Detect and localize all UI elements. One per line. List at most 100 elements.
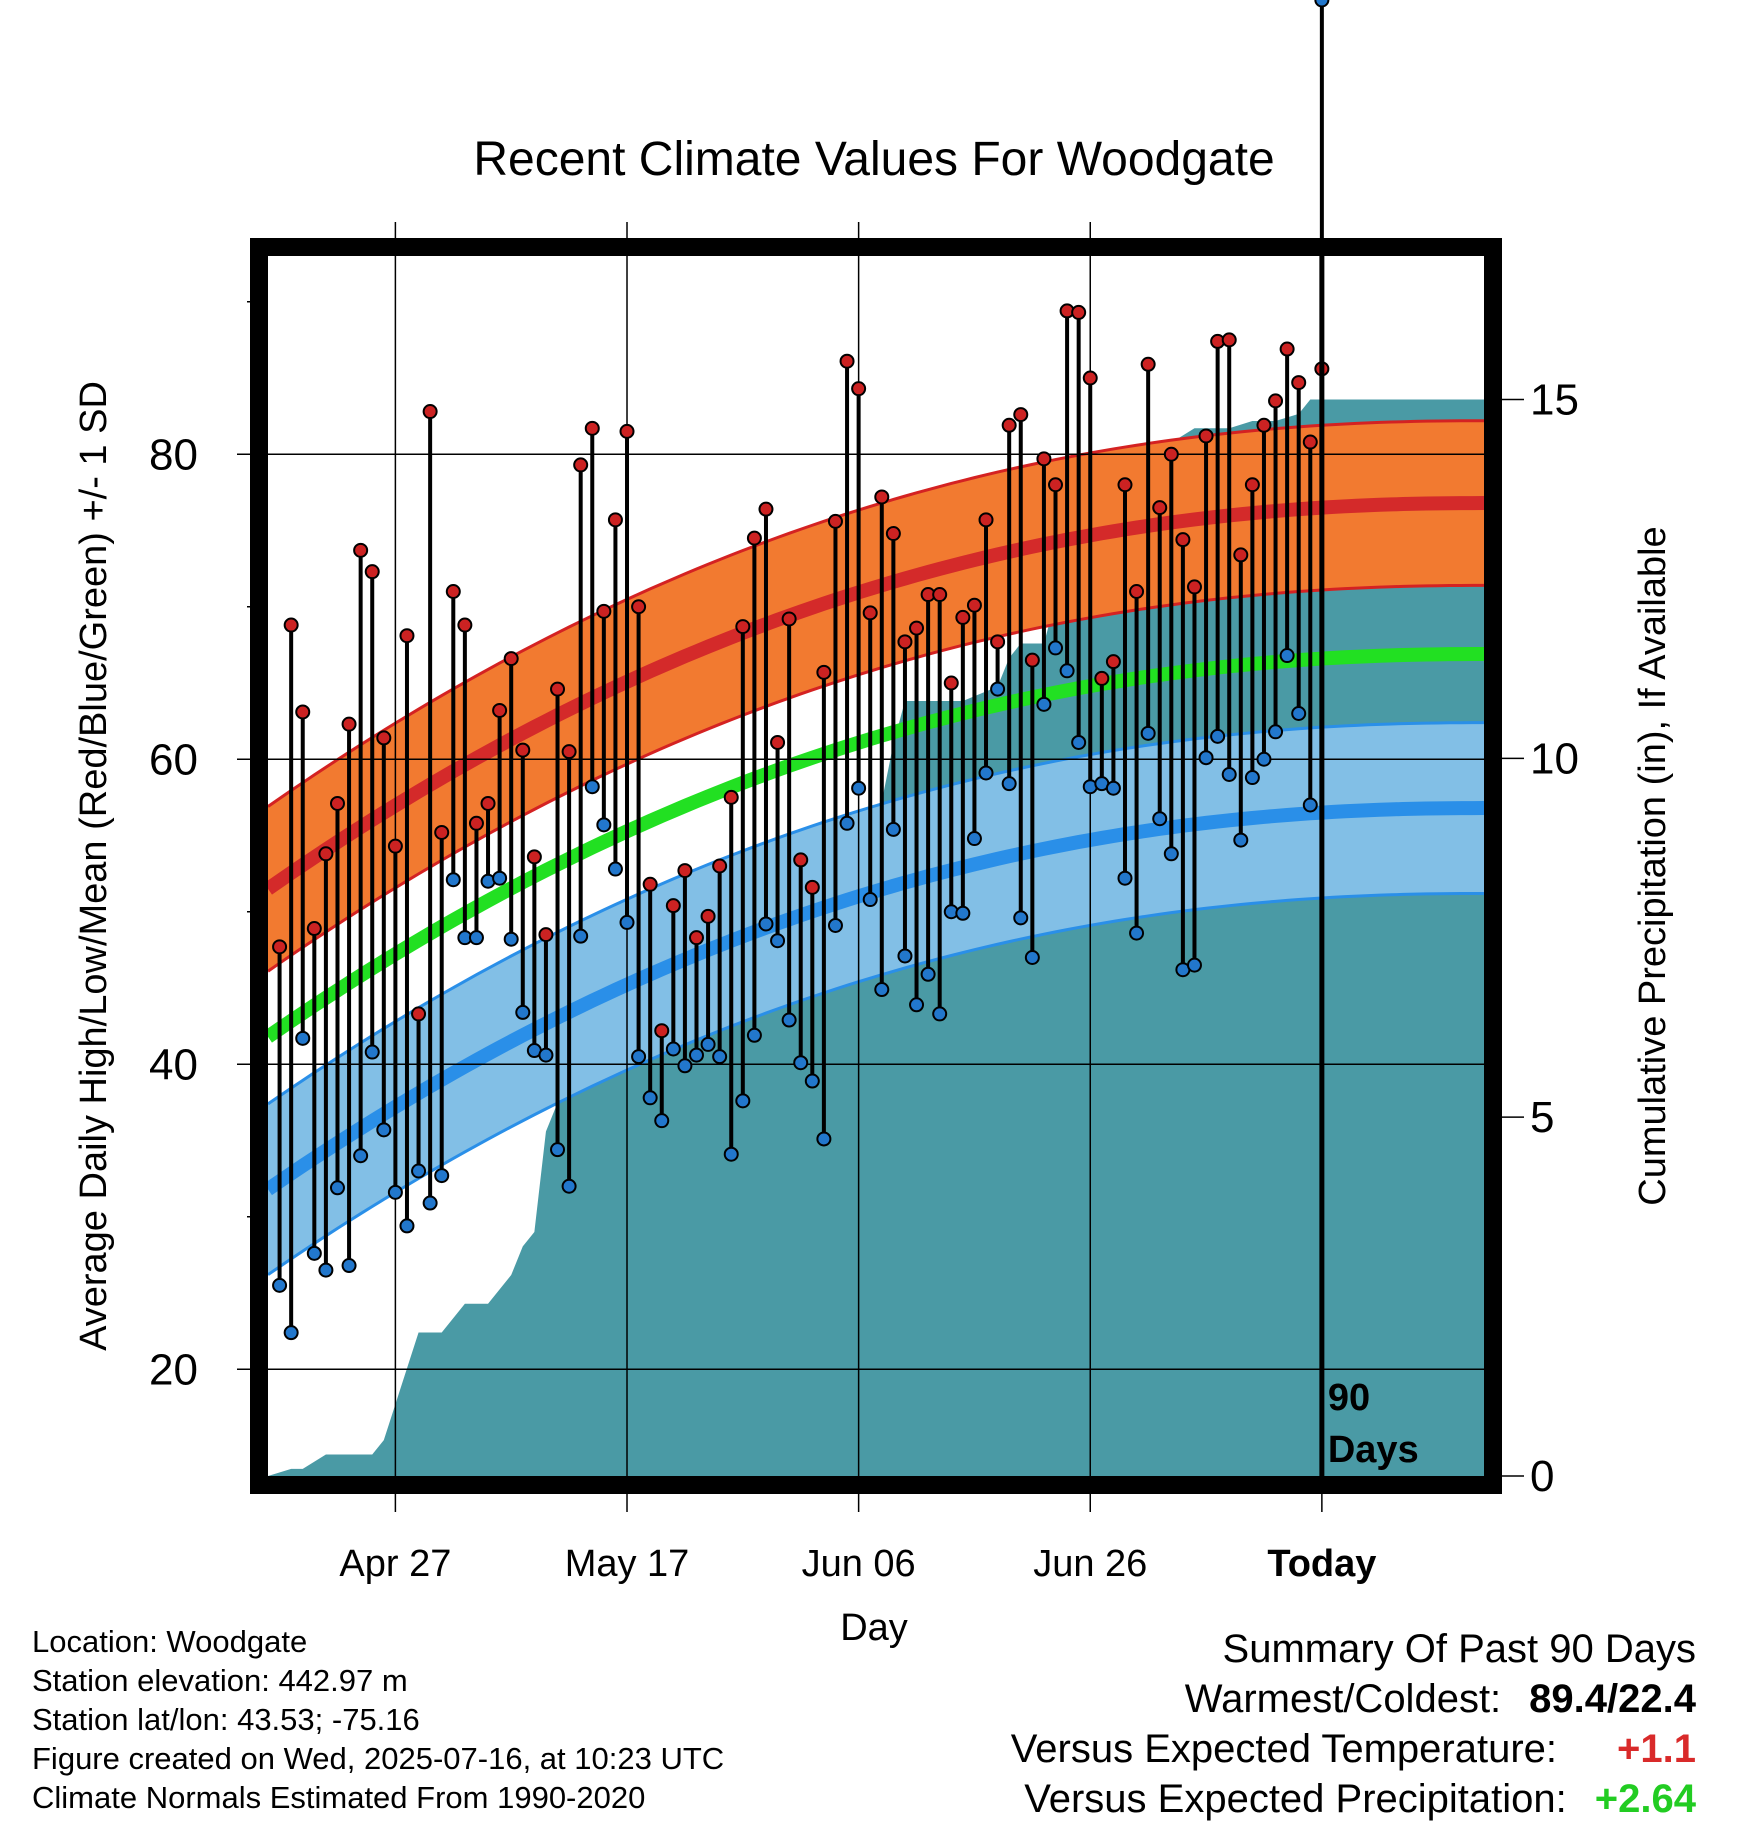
high-point <box>885 526 901 542</box>
high-point <box>1152 500 1168 516</box>
low-point <box>503 931 519 947</box>
latlon-text: Station lat/lon: 43.53; -75.16 <box>32 1702 420 1737</box>
high-point <box>584 420 600 436</box>
high-point <box>793 852 809 868</box>
low-point <box>816 1131 832 1147</box>
high-point <box>434 824 450 840</box>
normal-low-mean-line <box>264 801 1485 1196</box>
low-point <box>515 1004 531 1020</box>
high-point <box>1233 547 1249 563</box>
temp-value: +1.1 <box>1617 1727 1696 1771</box>
high-point <box>550 681 566 697</box>
high-point <box>688 930 704 946</box>
high-point <box>526 849 542 865</box>
low-point <box>1256 751 1272 767</box>
normal-high-band-lower-edge <box>267 583 1485 973</box>
y-axis-right-label: Cumulative Precipitation (in), If Availa… <box>1632 526 1674 1205</box>
low-point <box>306 1245 322 1261</box>
high-point <box>1279 341 1295 357</box>
high-point <box>804 879 820 895</box>
high-point <box>596 603 612 619</box>
low-point <box>434 1168 450 1184</box>
high-point <box>1268 393 1284 409</box>
low-point <box>885 821 901 837</box>
x-tick-label: Today <box>1267 1543 1376 1585</box>
low-point <box>1302 797 1318 813</box>
high-point <box>1071 304 1087 320</box>
high-point <box>862 605 878 621</box>
low-point <box>1129 925 1145 941</box>
low-point <box>573 928 589 944</box>
low-point <box>318 1262 334 1278</box>
axes: 20 40 60 80 0 5 10 15 Apr 27 May 17 Jun 06 Jun 26 To… <box>149 222 1579 1585</box>
plot-area: 90 Days <box>264 0 1485 1476</box>
low-point <box>1024 950 1040 965</box>
low-point <box>770 933 786 949</box>
created-text: Figure created on Wed, 2025-07-16, at 10… <box>32 1741 725 1776</box>
low-point <box>1233 832 1249 848</box>
precip-value: +2.64 <box>1594 1777 1696 1821</box>
high-point <box>376 730 392 746</box>
low-point <box>376 1122 392 1138</box>
low-point <box>341 1258 357 1274</box>
low-point <box>781 1012 797 1028</box>
high-point <box>1198 428 1214 444</box>
high-point <box>503 651 519 667</box>
y-right-tick-label: 10 <box>1530 734 1579 783</box>
high-point <box>897 634 913 650</box>
low-point <box>329 1180 345 1196</box>
high-point <box>538 927 554 943</box>
y-tick-label: 40 <box>149 1040 198 1089</box>
high-point <box>955 609 971 625</box>
high-point <box>272 939 288 955</box>
high-point <box>990 634 1006 650</box>
high-point <box>1175 532 1191 548</box>
high-point <box>1048 477 1064 493</box>
normal-high-band <box>268 420 1484 972</box>
high-point <box>1001 417 1017 433</box>
location-text: Location: Woodgate <box>32 1624 308 1659</box>
normal-high-mean-line <box>264 496 1485 895</box>
low-point <box>1059 663 1075 679</box>
low-point <box>1152 811 1168 827</box>
y-tick-label: 80 <box>149 430 198 479</box>
high-point <box>1129 584 1145 599</box>
low-point <box>1221 767 1237 782</box>
high-point <box>1244 477 1260 493</box>
low-point <box>1268 724 1284 740</box>
x-tick-label: May 17 <box>565 1543 690 1585</box>
high-point <box>700 908 716 924</box>
warm-cold-label: Warmest/Coldest: <box>1184 1677 1502 1721</box>
low-point <box>445 872 461 888</box>
low-point <box>966 831 982 847</box>
low-point <box>399 1218 415 1234</box>
high-point <box>1036 451 1052 467</box>
low-point <box>584 779 600 795</box>
high-point <box>746 530 762 546</box>
low-point <box>607 861 623 877</box>
high-point <box>480 795 496 811</box>
precip-label: Versus Expected Precipitation: <box>1024 1777 1567 1821</box>
low-point <box>955 905 971 921</box>
low-point <box>1117 870 1133 886</box>
high-point <box>1082 370 1098 386</box>
low-point <box>909 997 925 1013</box>
high-point <box>816 664 832 680</box>
high-point <box>353 542 369 558</box>
normal-avg-mean-line <box>264 647 1485 1043</box>
high-point <box>1105 654 1121 670</box>
low-point <box>723 1146 739 1162</box>
warm-cold-value: 89.4/22.4 <box>1529 1677 1696 1721</box>
low-point <box>364 1044 380 1060</box>
low-point <box>1036 696 1052 712</box>
low-point <box>1186 957 1202 973</box>
low-point <box>411 1163 427 1179</box>
y-tick-label: 60 <box>149 735 198 784</box>
low-point <box>712 1049 728 1065</box>
y-tick-label: 20 <box>149 1345 198 1394</box>
high-point <box>781 611 797 627</box>
high-point <box>909 620 925 636</box>
low-point <box>1210 728 1226 744</box>
low-point <box>990 681 1006 697</box>
station-info: Location: Woodgate Station elevation: 44… <box>32 1622 724 1817</box>
